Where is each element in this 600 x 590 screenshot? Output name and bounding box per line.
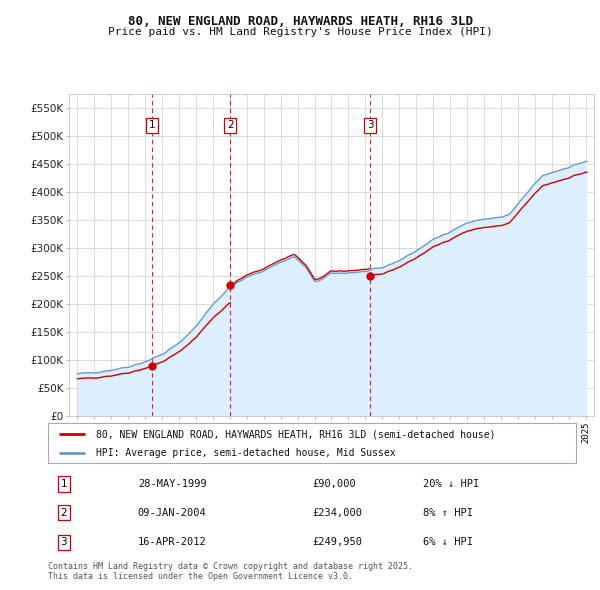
Text: 09-JAN-2004: 09-JAN-2004 <box>138 508 206 517</box>
Text: 1: 1 <box>61 479 67 489</box>
Text: 8% ↑ HPI: 8% ↑ HPI <box>423 508 473 517</box>
Text: 2: 2 <box>61 508 67 517</box>
Text: £90,000: £90,000 <box>312 479 356 489</box>
Text: 2: 2 <box>227 120 234 130</box>
Text: 80, NEW ENGLAND ROAD, HAYWARDS HEATH, RH16 3LD: 80, NEW ENGLAND ROAD, HAYWARDS HEATH, RH… <box>128 15 473 28</box>
Text: HPI: Average price, semi-detached house, Mid Sussex: HPI: Average price, semi-detached house,… <box>95 448 395 458</box>
Text: 3: 3 <box>367 120 374 130</box>
Text: 1: 1 <box>149 120 155 130</box>
Text: 3: 3 <box>61 537 67 548</box>
Text: 80, NEW ENGLAND ROAD, HAYWARDS HEATH, RH16 3LD (semi-detached house): 80, NEW ENGLAND ROAD, HAYWARDS HEATH, RH… <box>95 430 495 440</box>
Text: Price paid vs. HM Land Registry's House Price Index (HPI): Price paid vs. HM Land Registry's House … <box>107 27 493 37</box>
Text: £234,000: £234,000 <box>312 508 362 517</box>
Text: 16-APR-2012: 16-APR-2012 <box>138 537 206 548</box>
Text: 20% ↓ HPI: 20% ↓ HPI <box>423 479 479 489</box>
Text: Contains HM Land Registry data © Crown copyright and database right 2025.
This d: Contains HM Land Registry data © Crown c… <box>48 562 413 581</box>
Text: 6% ↓ HPI: 6% ↓ HPI <box>423 537 473 548</box>
Text: £249,950: £249,950 <box>312 537 362 548</box>
Text: 28-MAY-1999: 28-MAY-1999 <box>138 479 206 489</box>
